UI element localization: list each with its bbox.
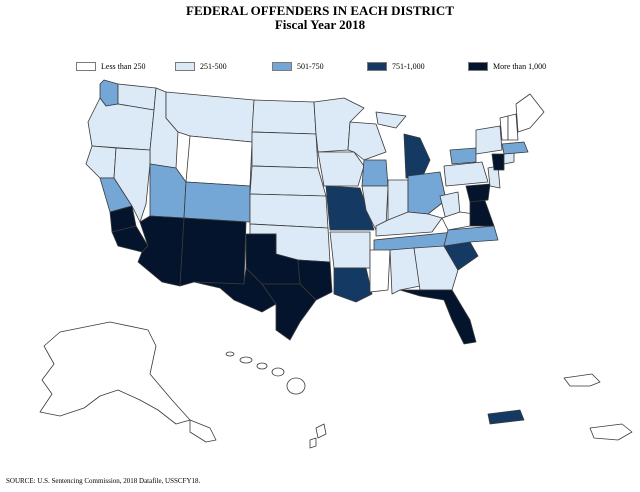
district-northern-mariana-islands xyxy=(309,437,317,449)
district-hawaii-island-4 xyxy=(225,351,235,357)
district-florida xyxy=(399,289,477,345)
district-nevada xyxy=(113,147,151,223)
district-new-mexico xyxy=(179,217,247,287)
district-south-dakota xyxy=(251,131,319,169)
district-louisiana xyxy=(333,267,373,303)
legend-item-gt1000: More than 1,000 xyxy=(468,60,546,72)
source-note: SOURCE: U.S. Sentencing Commission, 2018… xyxy=(6,477,201,485)
district-puerto-rico xyxy=(487,409,525,425)
title-line-1: FEDERAL OFFENDERS IN EACH DISTRICT xyxy=(186,3,454,18)
district-colorado xyxy=(183,181,251,223)
district-california-north xyxy=(85,145,117,179)
district-mississippi xyxy=(369,249,391,293)
legend-swatch-501-750 xyxy=(272,61,292,71)
district-alaska-panhandle xyxy=(189,419,217,443)
district-illinois-north xyxy=(361,159,389,187)
district-arizona xyxy=(137,215,185,287)
legend: Less than 250 251-500 501-750 751-1,000 … xyxy=(76,60,576,74)
legend-label-251-500: 251-500 xyxy=(200,61,227,71)
district-hawaii-island-2 xyxy=(256,362,268,370)
district-maine xyxy=(515,93,545,133)
district-nebraska xyxy=(249,165,327,197)
district-maryland xyxy=(465,183,491,203)
district-wyoming xyxy=(185,135,253,187)
district-kansas xyxy=(249,193,329,229)
district-new-york-west xyxy=(449,147,477,165)
legend-item-501-750: 501-750 xyxy=(272,60,324,72)
district-georgia xyxy=(413,245,459,291)
district-guam xyxy=(315,423,327,439)
title-line-2: Fiscal Year 2018 xyxy=(274,17,366,32)
legend-item-lt250: Less than 250 xyxy=(76,60,145,72)
district-massachusetts xyxy=(501,141,529,155)
district-missouri xyxy=(325,185,375,231)
district-montana xyxy=(165,91,255,143)
district-michigan-east xyxy=(403,133,431,179)
district-virginia-east xyxy=(469,197,495,227)
legend-item-251-500: 251-500 xyxy=(175,60,227,72)
district-new-york-southeast xyxy=(491,153,505,171)
district-michigan-west xyxy=(375,111,407,129)
legend-label-501-750: 501-750 xyxy=(297,61,324,71)
district-new-hampshire xyxy=(507,113,519,141)
legend-swatch-gt1000 xyxy=(468,61,488,71)
district-hawaii-island-3 xyxy=(271,367,285,377)
legend-label-gt1000: More than 1,000 xyxy=(493,61,547,71)
legend-swatch-751-1000 xyxy=(367,61,387,71)
legend-label-751-1000: 751-1,000 xyxy=(392,61,425,71)
district-alabama xyxy=(389,247,421,295)
district-iowa xyxy=(317,151,365,187)
district-virgin-islands-1 xyxy=(563,373,601,387)
legend-label-lt250: Less than 250 xyxy=(101,61,146,71)
district-ohio xyxy=(407,171,447,215)
legend-swatch-lt250 xyxy=(76,61,96,71)
legend-item-751-1000: 751-1,000 xyxy=(367,60,425,72)
district-new-york-north xyxy=(475,125,503,155)
district-pennsylvania xyxy=(443,161,489,187)
district-alaska xyxy=(39,321,191,425)
district-hawaii-island-1 xyxy=(239,356,253,364)
district-texas-south xyxy=(261,283,317,341)
district-north-dakota xyxy=(251,99,317,135)
district-utah xyxy=(149,163,187,219)
district-kentucky xyxy=(375,211,443,237)
map-title: FEDERAL OFFENDERS IN EACH DISTRICT Fisca… xyxy=(0,4,640,32)
district-virgin-islands-2 xyxy=(589,423,633,441)
district-arkansas xyxy=(329,231,371,269)
legend-swatch-251-500 xyxy=(175,61,195,71)
district-north-carolina xyxy=(443,225,499,247)
district-hawaii-big-island xyxy=(286,377,306,395)
